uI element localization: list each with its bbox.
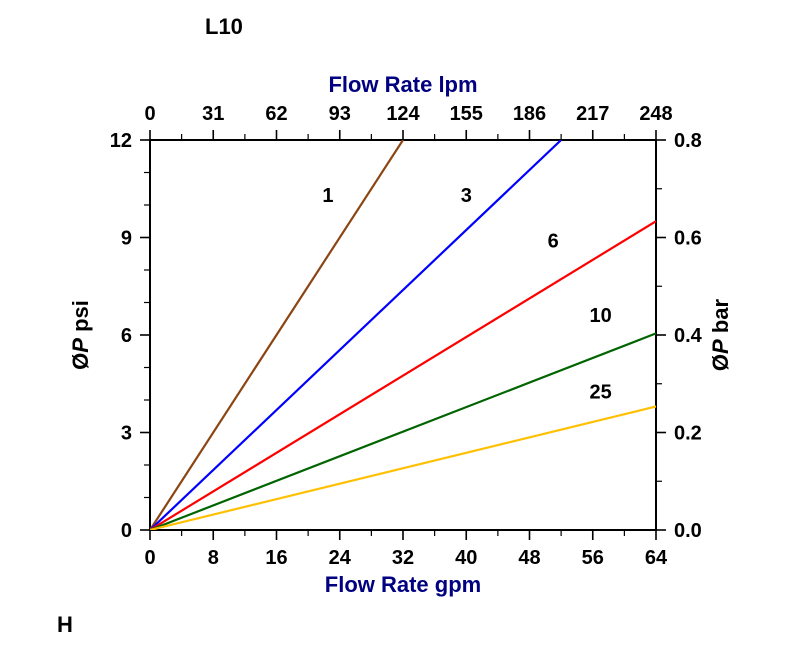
yleft-tick-label: 0 [121,520,132,542]
xbottom-tick-label: 32 [392,547,414,569]
xbottom-tick-label: 0 [144,547,155,569]
yleft-label: ØP psi [68,300,93,370]
xbottom-tick-label: 8 [208,547,219,569]
series-label-25: 25 [590,381,612,403]
xtop-tick-label: 248 [639,103,672,125]
series-label-1: 1 [322,185,333,207]
xbottom-tick-label: 48 [518,547,540,569]
xtop-tick-label: 62 [265,103,287,125]
yright-tick-label: 0.4 [674,325,703,347]
chart-container: L100816243240485664Flow Rate gpm03162931… [0,0,798,646]
yleft-tick-label: 6 [121,325,132,347]
yleft-tick-label: 9 [121,228,132,250]
series-label-6: 6 [548,230,559,252]
yright-tick-label: 0.6 [674,228,702,250]
pressure-flow-chart: L100816243240485664Flow Rate gpm03162931… [0,0,798,646]
xtop-tick-label: 186 [513,103,546,125]
chart-title: L10 [205,14,243,39]
corner-label: H [57,612,73,637]
xbottom-tick-label: 40 [455,547,477,569]
series-label-3: 3 [461,185,472,207]
xtop-tick-label: 0 [144,103,155,125]
xbottom-tick-label: 56 [582,547,604,569]
yright-tick-label: 0.0 [674,520,702,542]
xtop-tick-label: 155 [450,103,483,125]
xbottom-tick-label: 24 [329,547,352,569]
xbottom-label: Flow Rate gpm [325,572,481,597]
yright-tick-label: 0.2 [674,423,702,445]
xtop-label: Flow Rate lpm [328,72,477,97]
xtop-tick-label: 124 [386,103,420,125]
yright-label: ØP bar [708,298,733,371]
xtop-tick-label: 93 [329,103,351,125]
xbottom-tick-label: 16 [265,547,287,569]
xbottom-tick-label: 64 [645,547,668,569]
yleft-tick-label: 12 [110,130,132,152]
xtop-tick-label: 31 [202,103,224,125]
xtop-tick-label: 217 [576,103,609,125]
yleft-tick-label: 3 [121,423,132,445]
yright-tick-label: 0.8 [674,130,702,152]
series-label-10: 10 [590,305,612,327]
